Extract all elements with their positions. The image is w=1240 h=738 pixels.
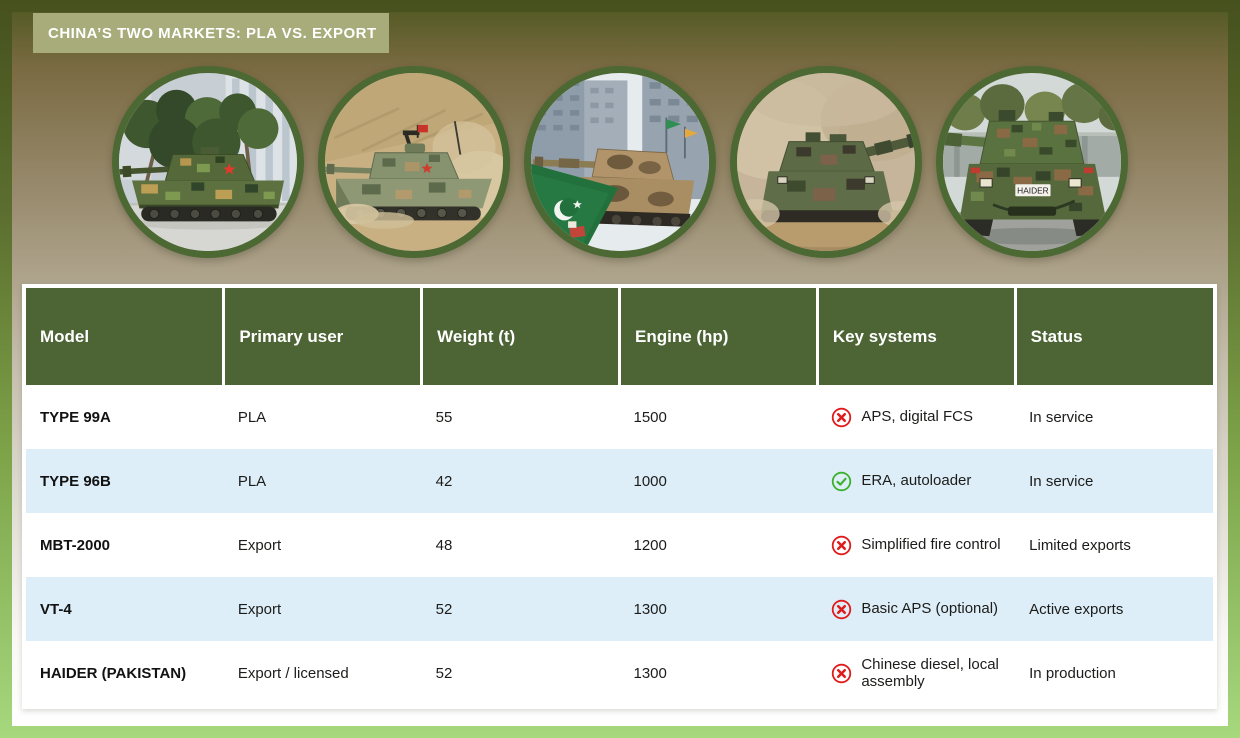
key-systems-cell: ERA, autoloader: [817, 449, 1015, 513]
cross-circle-icon: [832, 663, 852, 683]
key-systems-cell: Simplified fire control: [817, 513, 1015, 577]
table-header-row: Model Primary user Weight (t) Engine (hp…: [26, 288, 1213, 385]
table-row-haider: HAIDER (PAKISTAN) Export / licensed 52 1…: [26, 641, 1213, 705]
comparison-table: Model Primary user Weight (t) Engine (hp…: [26, 288, 1213, 705]
engine-cell: 1000: [633, 472, 667, 490]
weight-cell: 42: [435, 472, 453, 490]
engine-cell: 1300: [633, 600, 667, 618]
tank-photo-mbt-2000: [524, 66, 716, 258]
column-header-engine: Engine (hp): [617, 288, 818, 385]
key-systems-text: Basic APS (optional): [861, 600, 999, 618]
model-cell: MBT-2000: [40, 536, 111, 554]
weight-cell: 52: [435, 600, 453, 618]
tank-photo-type-96b: [318, 66, 510, 258]
infographic-panel: CHINA’S TWO MARKETS: PLA VS. EXPORT: [12, 12, 1228, 726]
tank-photo-vt-4: [730, 66, 922, 258]
status-cell: Limited exports: [1029, 536, 1131, 554]
table-row-mbt-2000: MBT-2000 Export 48 1200 Simplified fire …: [26, 513, 1213, 577]
model-cell: TYPE 96B: [40, 472, 111, 490]
tank-photo-type-99a-art: [119, 73, 297, 251]
status-cell: Active exports: [1029, 600, 1124, 618]
table-row-type-96b: TYPE 96B PLA 42 1000 ERA, autoloader In …: [26, 449, 1213, 513]
photo-row: HAIDER: [12, 66, 1228, 258]
table-card: Model Primary user Weight (t) Engine (hp…: [22, 284, 1217, 709]
weight-cell: 55: [435, 408, 453, 426]
model-cell: VT-4: [40, 600, 72, 618]
tank-photo-type-96b-art: [325, 73, 503, 251]
weight-cell: 48: [435, 536, 453, 554]
haider-plate-text: HAIDER: [1017, 186, 1048, 196]
cross-circle-icon: [832, 407, 852, 427]
status-cell: In service: [1029, 472, 1094, 490]
key-systems-cell: APS, digital FCS: [817, 385, 1015, 449]
tank-photo-vt-4-art: [737, 73, 915, 251]
page-title: CHINA’S TWO MARKETS: PLA VS. EXPORT: [48, 24, 377, 42]
table-row-type-99a: TYPE 99A PLA 55 1500 APS, digital FCS In…: [26, 385, 1213, 449]
column-header-key-systems: Key systems: [815, 288, 1016, 385]
engine-cell: 1500: [633, 408, 667, 426]
primary-user-cell: Export: [237, 600, 282, 618]
key-systems-text: ERA, autoloader: [861, 472, 972, 490]
column-header-status: Status: [1013, 288, 1213, 385]
tank-photo-haider-art: HAIDER: [943, 73, 1121, 251]
column-header-model: Model: [26, 288, 224, 385]
key-systems-text: Simplified fire control: [861, 536, 1001, 554]
key-systems-cell: Basic APS (optional): [817, 577, 1015, 641]
primary-user-cell: Export / licensed: [237, 664, 349, 682]
key-systems-text: APS, digital FCS: [861, 408, 974, 426]
table-row-vt-4: VT-4 Export 52 1300 Basic APS (optional)…: [26, 577, 1213, 641]
status-cell: In production: [1029, 664, 1116, 682]
check-circle-icon: [832, 471, 852, 491]
column-header-weight: Weight (t): [420, 288, 620, 385]
engine-cell: 1200: [633, 536, 667, 554]
cross-circle-icon: [832, 535, 852, 555]
tank-photo-type-99a: [112, 66, 304, 258]
primary-user-cell: PLA: [237, 408, 267, 426]
status-cell: In service: [1029, 408, 1094, 426]
primary-user-cell: PLA: [237, 472, 267, 490]
model-cell: HAIDER (PAKISTAN): [40, 664, 187, 682]
cross-circle-icon: [832, 599, 852, 619]
weight-cell: 52: [435, 664, 453, 682]
primary-user-cell: Export: [237, 536, 282, 554]
key-systems-text: Chinese diesel, local assembly: [861, 655, 999, 690]
tank-photo-haider: HAIDER: [936, 66, 1128, 258]
model-cell: TYPE 99A: [40, 408, 111, 426]
column-header-primary-user: Primary user: [222, 288, 422, 385]
engine-cell: 1300: [633, 664, 667, 682]
key-systems-cell: Chinese diesel, local assembly: [817, 641, 1015, 705]
title-banner: CHINA’S TWO MARKETS: PLA VS. EXPORT: [33, 13, 389, 53]
tank-photo-mbt-2000-art: [531, 73, 709, 251]
